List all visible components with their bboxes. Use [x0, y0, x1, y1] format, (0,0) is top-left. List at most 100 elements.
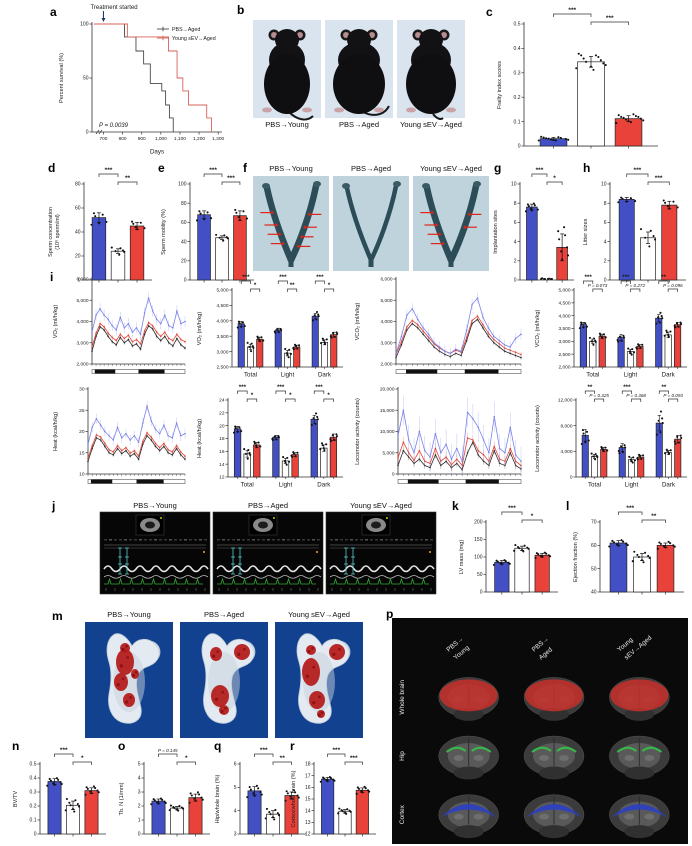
panel-label-j: j [52, 499, 56, 513]
svg-text:60: 60 [181, 220, 187, 226]
svg-text:8: 8 [514, 201, 517, 207]
chart-c: 0 0.1 0.2 0.3 0.4 0.5 Frailty index scores *** *… [497, 7, 658, 150]
locomotor-bar-chart: 0 4,000 8,000 12,000 Locomotor activity (cou… [535, 384, 687, 489]
echo-label: Young sEV→Aged [350, 501, 412, 510]
svg-text:Whole brain: Whole brain [399, 680, 406, 715]
svg-text:***: *** [606, 15, 614, 22]
svg-text:0.2: 0.2 [514, 95, 521, 101]
svg-text:12: 12 [305, 832, 311, 838]
locomotor-timecourse-chart: 0 5,000 10,000 15,000 20,000 Locomotor activi… [355, 387, 522, 484]
chart-o: 0 1 2 3 4 5 Tb. N (1/mm) P = 0.145 * [119, 748, 210, 838]
chart-i_loco_bar: 0 4,000 8,000 12,000 Locomotor activity (cou… [535, 384, 687, 489]
svg-text:**: ** [651, 513, 657, 520]
svg-text:P = 0.0039: P = 0.0039 [99, 123, 129, 129]
svg-text:0: 0 [480, 590, 483, 596]
svg-text:***: *** [316, 274, 324, 281]
svg-text:50: 50 [591, 566, 597, 572]
mouse-photo-label: PBS→Aged [338, 120, 380, 129]
svg-text:5: 5 [234, 785, 237, 791]
svg-text:Dark: Dark [662, 372, 676, 379]
echocardiogram-pbs-young [99, 511, 211, 595]
svg-text:***: *** [626, 505, 634, 512]
svg-text:5,000: 5,000 [380, 298, 392, 304]
svg-text:***: *** [209, 167, 217, 174]
panel-label-d: d [48, 161, 56, 175]
svg-text:P = 0.096: P = 0.096 [663, 283, 683, 288]
svg-text:**: ** [280, 755, 286, 762]
svg-text:1,100: 1,100 [174, 136, 186, 142]
svg-text:Ejection fraction (%): Ejection fraction (%) [573, 532, 579, 582]
svg-text:4: 4 [604, 239, 607, 245]
svg-text:50: 50 [83, 76, 89, 82]
svg-text:Locomotor activity (counts): Locomotor activity (counts) [535, 405, 541, 472]
svg-text:Litter sizes: Litter sizes [583, 218, 589, 245]
svg-text:12: 12 [219, 475, 225, 481]
chart-i_vo2_line: 2,000 3,000 4,000 5,000 6,000 VO₂ (ml/h/kg) [53, 277, 186, 374]
svg-text:0.2: 0.2 [30, 804, 37, 810]
svg-text:*: * [251, 392, 254, 399]
panel-label-g: g [494, 161, 502, 175]
svg-text:40: 40 [591, 590, 597, 596]
svg-text:4,500: 4,500 [558, 301, 570, 307]
svg-text:1,300: 1,300 [212, 136, 224, 142]
svg-text:20: 20 [79, 429, 85, 435]
chart-r: 12 13 14 15 16 17 18 Cortex/whole brain (%) *** *… [291, 747, 376, 838]
svg-text:4: 4 [138, 776, 141, 782]
chart-e: 0 20 40 60 80 100 Sperm motility (%) *** *** [161, 167, 254, 284]
svg-text:***: *** [315, 384, 323, 391]
svg-text:22: 22 [219, 411, 225, 417]
svg-text:25: 25 [79, 408, 85, 414]
svg-text:4,000: 4,000 [560, 449, 572, 455]
svg-text:900: 900 [138, 136, 146, 142]
svg-text:800: 800 [119, 136, 127, 142]
svg-text:LV mass (mg): LV mass (mg) [459, 540, 465, 575]
svg-text:Treatment started: Treatment started [90, 5, 137, 11]
svg-text:VO₂ (ml/h/kg): VO₂ (ml/h/kg) [197, 312, 203, 346]
frailty-index-chart: 0 0.1 0.2 0.3 0.4 0.5 Frailty index scores *** *… [497, 7, 658, 150]
svg-text:Sperm concentration: Sperm concentration [48, 207, 54, 257]
svg-text:10,000: 10,000 [380, 429, 395, 435]
vo2-timecourse-chart: 2,000 3,000 4,000 5,000 6,000 VO₂ (ml/h/kg) [53, 277, 186, 374]
svg-text:40: 40 [75, 230, 81, 236]
panel-label-l: l [566, 499, 570, 513]
svg-text:14: 14 [219, 462, 225, 468]
svg-text:0: 0 [138, 832, 141, 838]
svg-text:80: 80 [75, 182, 81, 188]
svg-text:15: 15 [305, 797, 311, 803]
svg-text:3,000: 3,000 [558, 339, 570, 345]
svg-text:Sperm motility (%): Sperm motility (%) [161, 209, 167, 255]
svg-text:(10⁶ sperm/ml): (10⁶ sperm/ml) [55, 214, 61, 250]
echocardiogram-sev-aged [325, 511, 437, 595]
svg-text:**: ** [125, 175, 131, 182]
echo-label: PBS→Young [133, 501, 177, 510]
svg-text:Implantation sites: Implantation sites [493, 210, 499, 254]
svg-text:150: 150 [474, 537, 483, 543]
svg-text:0.3: 0.3 [30, 790, 37, 796]
svg-text:12,000: 12,000 [558, 398, 573, 404]
svg-text:BV/TV: BV/TV [13, 791, 19, 807]
svg-text:70: 70 [591, 520, 597, 526]
uterus-photo-label: PBS→Aged [350, 164, 392, 173]
svg-text:2: 2 [138, 804, 141, 810]
svg-text:Young sEV→Aged: Young sEV→Aged [172, 36, 216, 42]
svg-text:**: ** [587, 384, 592, 391]
svg-text:P = 0.272: P = 0.272 [625, 283, 645, 288]
svg-text:2,000: 2,000 [558, 365, 570, 371]
bvtv-chart: 00.10.20.30.40.5BV/TV**** [13, 747, 106, 838]
panel-label-q: q [214, 739, 222, 753]
uterus-photo-pbs-aged [333, 176, 409, 271]
svg-text:Total: Total [588, 482, 601, 489]
svg-text:*: * [327, 392, 330, 399]
svg-text:6: 6 [514, 220, 517, 226]
svg-text:***: *** [622, 274, 630, 281]
svg-text:100: 100 [474, 555, 483, 561]
svg-text:6: 6 [604, 220, 607, 226]
svg-text:*: * [254, 282, 257, 289]
svg-text:P = 0.093: P = 0.093 [663, 393, 683, 398]
svg-text:18: 18 [219, 436, 225, 442]
svg-text:2: 2 [514, 259, 517, 265]
svg-text:80: 80 [181, 201, 187, 207]
